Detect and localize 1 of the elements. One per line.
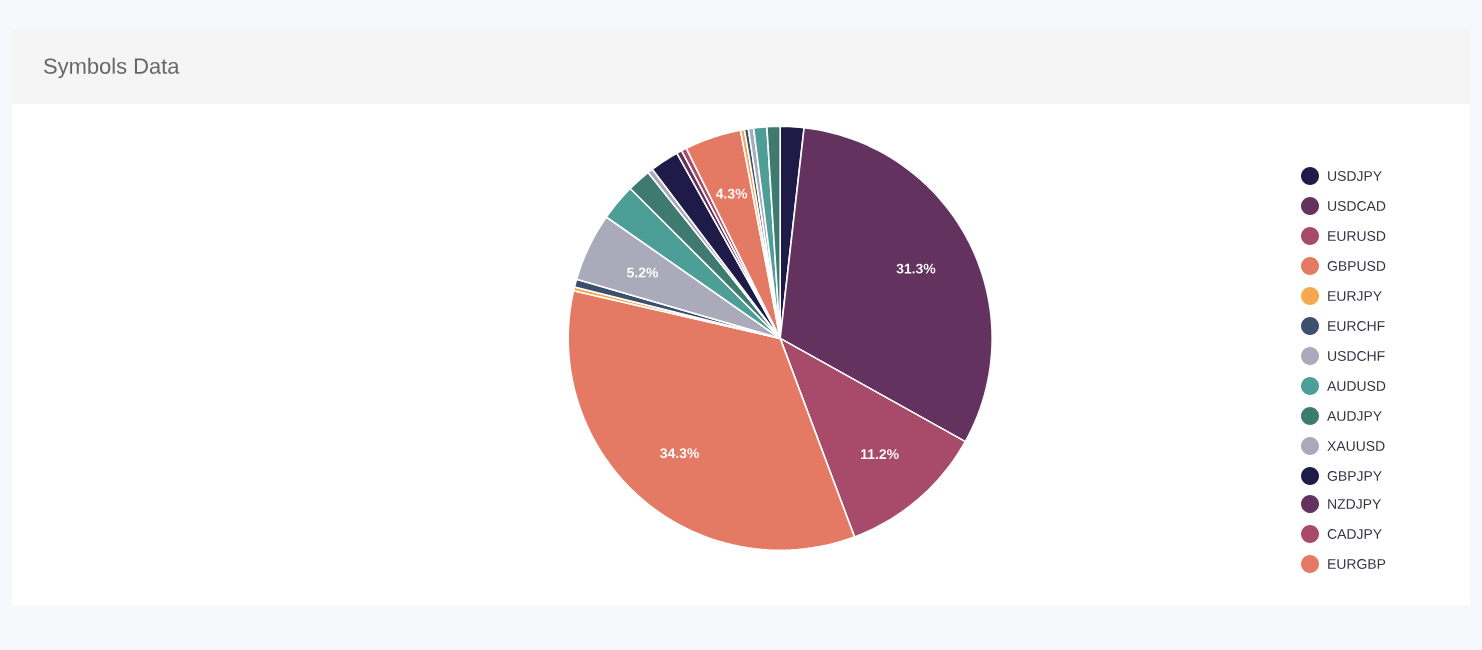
- text: Symbols Data: [44, 57, 180, 79]
